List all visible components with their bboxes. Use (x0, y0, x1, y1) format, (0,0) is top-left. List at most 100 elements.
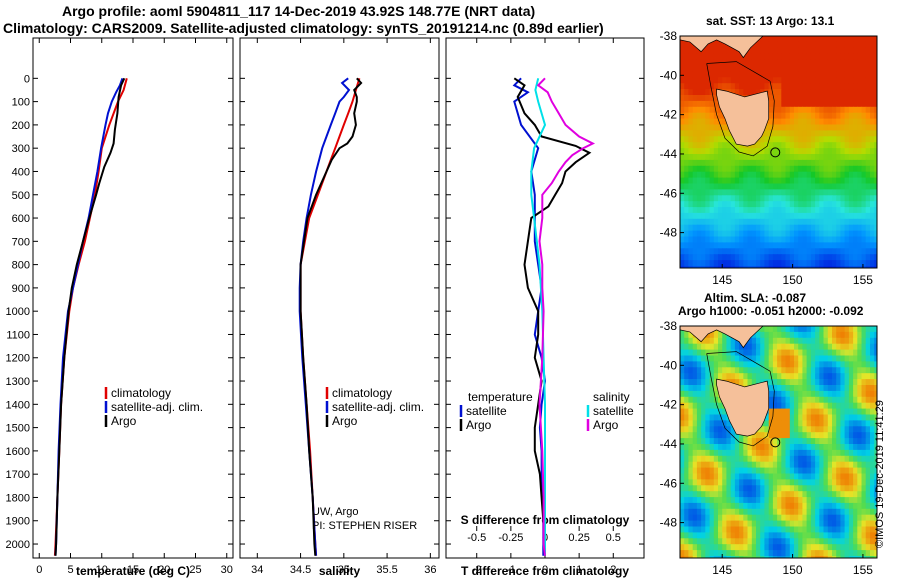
map-cell (764, 461, 770, 469)
map-cell (777, 562, 782, 569)
map-cell (810, 520, 816, 528)
map-cell (798, 266, 803, 268)
map-cell (874, 349, 877, 357)
map-cell (751, 230, 757, 238)
map-cell (751, 207, 757, 214)
map-cell (802, 373, 808, 380)
map-cell (857, 455, 863, 463)
map-cell (709, 491, 715, 498)
map-cell (709, 201, 715, 208)
depth-tick-label: 1500 (6, 423, 30, 435)
map-cell (684, 373, 689, 380)
map-cell (870, 361, 875, 368)
map-cell (798, 326, 803, 333)
legend-label: satellite (593, 404, 634, 418)
map-cell (696, 71, 702, 78)
map-cell (874, 100, 877, 108)
map-cell (794, 461, 799, 469)
map-cell (722, 260, 727, 267)
map-cell (705, 473, 711, 480)
map-cell (794, 444, 799, 451)
map-cell (701, 414, 706, 421)
map-cell (810, 532, 816, 539)
map-cell (747, 544, 753, 551)
map-cell (760, 218, 765, 226)
map-cell (684, 47, 689, 55)
map-cell (853, 242, 858, 249)
map-cell (840, 112, 846, 120)
map-cell (781, 373, 787, 380)
map-cell (692, 201, 698, 208)
map-cell (713, 142, 719, 149)
map-cell (764, 148, 770, 155)
map-cell (692, 230, 698, 238)
map-cell (819, 544, 825, 551)
map-cell (747, 349, 753, 357)
map-cell (840, 508, 846, 516)
map-cell (798, 426, 803, 433)
map-cell (810, 349, 816, 357)
map-cell (806, 361, 812, 368)
map-cell (747, 455, 753, 463)
map-cell (739, 520, 744, 528)
map-cell (819, 207, 825, 214)
map-cell (865, 461, 871, 469)
map-cell (857, 177, 863, 185)
map-cell (692, 426, 698, 433)
map-cell (718, 479, 723, 486)
map-cell (819, 449, 825, 457)
map-cell (785, 159, 791, 167)
map-cell (734, 195, 740, 202)
depth-tick-label: 400 (12, 166, 30, 178)
map-cell (848, 260, 854, 267)
map-cell (815, 556, 820, 558)
map-cell (832, 148, 837, 155)
map-cell (688, 538, 694, 545)
map-cell (789, 124, 795, 131)
map-cell (772, 461, 778, 469)
map-cell (722, 41, 727, 49)
map-cell (794, 550, 799, 557)
map-cell (705, 171, 711, 179)
map-cell (861, 402, 867, 410)
map-cell (705, 130, 711, 137)
map-cell (823, 467, 829, 475)
map-cell (789, 159, 795, 167)
map-cell (870, 36, 875, 43)
map-cell (853, 455, 858, 463)
map-cell (684, 396, 689, 404)
map-cell (701, 479, 706, 486)
map-cell (713, 396, 719, 404)
map-cell (709, 230, 715, 238)
map-cell (705, 159, 711, 167)
map-cell (781, 95, 787, 102)
map-cell (853, 71, 858, 78)
map-cell (709, 520, 715, 528)
map-cell (709, 53, 715, 61)
map-cell (844, 189, 850, 196)
map-cell (696, 154, 702, 161)
map-cell (836, 426, 841, 433)
map-cell (827, 47, 833, 55)
map-cell (730, 242, 736, 249)
map-cell (848, 65, 854, 72)
map-cell (709, 130, 715, 137)
x2-tick-label: 0.25 (568, 532, 589, 544)
depth-tick-label: 2000 (6, 539, 30, 551)
map-cell (730, 532, 736, 539)
map-cell (844, 467, 850, 475)
map-cell (848, 53, 854, 61)
map-cell (794, 218, 799, 226)
map-cell (692, 485, 698, 492)
map-cell (840, 236, 846, 243)
map-cell (705, 148, 711, 155)
map-cell (810, 402, 816, 410)
map-cell (794, 349, 799, 357)
map-cell (794, 142, 799, 149)
map-cell (777, 479, 782, 486)
map-cell (853, 449, 858, 457)
map-cell (726, 159, 732, 167)
map-cell (739, 361, 744, 368)
map-cell (794, 95, 799, 102)
map-cell (832, 100, 837, 108)
